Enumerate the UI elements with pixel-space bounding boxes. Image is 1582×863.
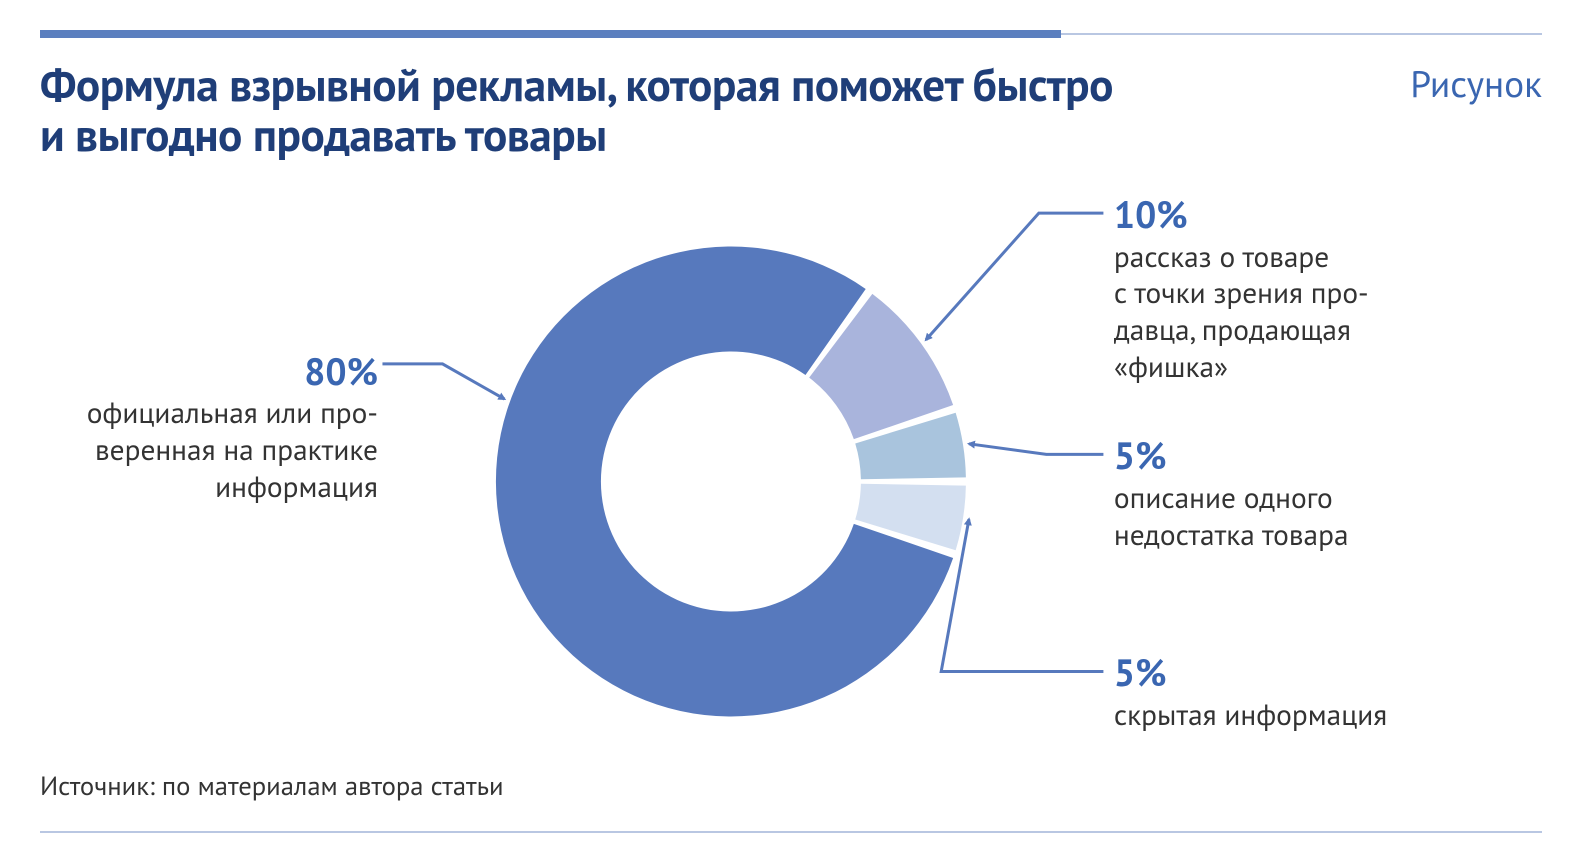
callout-flaw: 5%описание одного недостатка товара	[1114, 433, 1474, 553]
header: Формула взрывной рекламы, которая поможе…	[40, 60, 1542, 160]
callout-pct-story: 10%	[1114, 192, 1494, 239]
callout-official: 80%официальная или про- веренная на прак…	[18, 349, 378, 506]
callout-desc-hidden: скрытая информация	[1114, 697, 1514, 734]
callout-arrow-hidden	[941, 519, 1103, 671]
callout-story: 10%рассказ о товаре с точки зрения про- …	[1114, 192, 1494, 385]
callout-hidden: 5%скрытая информация	[1114, 650, 1514, 733]
chart-area: 80%официальная или про- веренная на прак…	[40, 180, 1542, 783]
callout-pct-official: 80%	[18, 349, 378, 396]
top-rule-thin	[1061, 33, 1542, 35]
callout-arrow-official	[382, 364, 504, 399]
page-title: Формула взрывной рекламы, которая поможе…	[40, 60, 1121, 160]
figure-label: Рисунок	[1410, 60, 1542, 108]
bottom-rule	[40, 831, 1542, 833]
callout-desc-story: рассказ о товаре с точки зрения про- дав…	[1114, 239, 1494, 386]
source-text: Источник: по материалам автора статьи	[40, 769, 504, 803]
top-rule-thick	[40, 30, 1061, 38]
callout-pct-hidden: 5%	[1114, 650, 1514, 697]
callout-pct-flaw: 5%	[1114, 433, 1474, 480]
callout-desc-official: официальная или про- веренная на практик…	[18, 395, 378, 505]
callout-desc-flaw: описание одного недостатка товара	[1114, 480, 1474, 553]
callout-arrow-story	[926, 213, 1104, 340]
page: Формула взрывной рекламы, которая поможе…	[0, 0, 1582, 863]
callout-arrow-flaw	[969, 444, 1103, 455]
